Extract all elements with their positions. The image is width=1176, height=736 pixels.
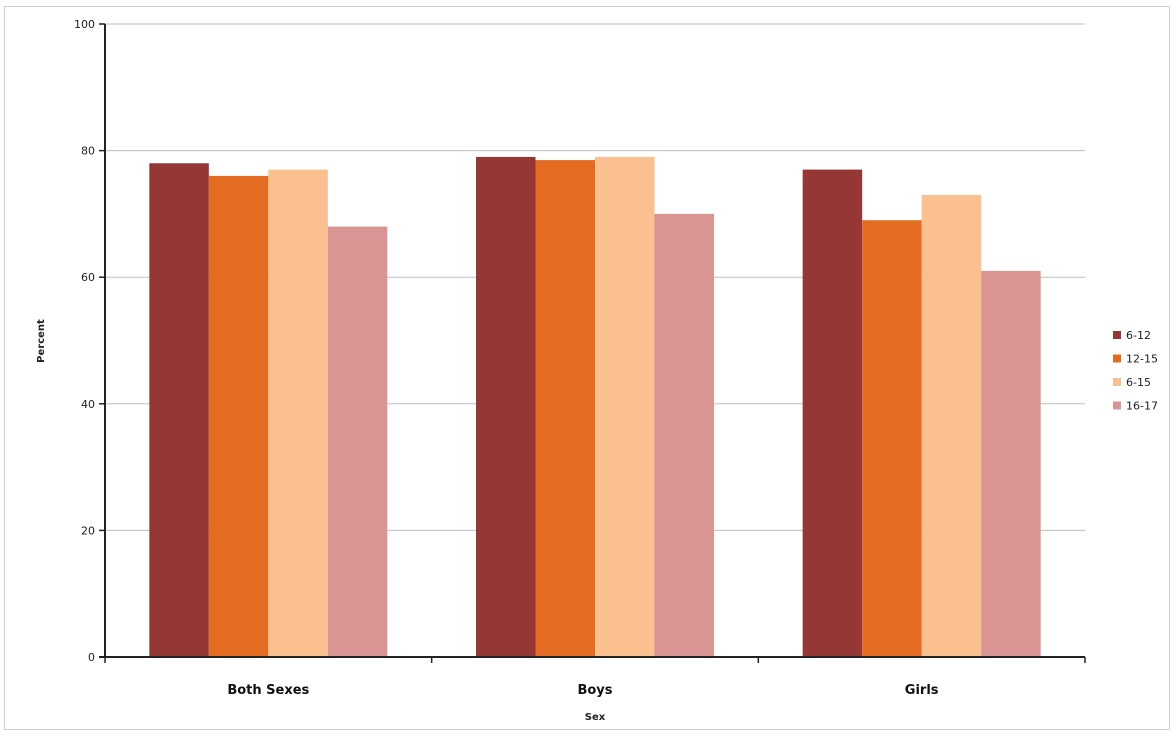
bar-6-12-girls bbox=[802, 169, 863, 657]
legend-label: 6-12 bbox=[1126, 329, 1151, 342]
bar-6-15-boys bbox=[595, 156, 655, 657]
bar-16-17-boys bbox=[654, 213, 714, 657]
legend-label: 16-17 bbox=[1126, 400, 1158, 413]
y-tick-label: 100 bbox=[74, 18, 95, 31]
legend: 6-12 12-15 6-15 16-17 bbox=[1113, 329, 1158, 413]
legend-swatch-16-17 bbox=[1113, 401, 1121, 410]
x-category-label: Both Sexes bbox=[227, 683, 309, 698]
y-axis-label: Percent bbox=[36, 319, 47, 363]
bars bbox=[149, 156, 1041, 658]
bar-6-12-boys bbox=[476, 156, 536, 657]
y-tick-label: 60 bbox=[81, 271, 95, 284]
bar-12-15-boys bbox=[535, 160, 595, 657]
x-category-label: Boys bbox=[577, 683, 612, 698]
x-axis-label: Sex bbox=[585, 712, 606, 723]
y-tick-label: 80 bbox=[81, 145, 95, 158]
x-category-labels: Both Sexes Boys Girls bbox=[227, 683, 938, 698]
bar-16-17-girls bbox=[981, 270, 1041, 657]
y-tick-label: 20 bbox=[81, 524, 95, 537]
bar-12-15-girls bbox=[862, 220, 922, 658]
y-tick-label: 0 bbox=[88, 651, 95, 664]
legend-label: 12-15 bbox=[1126, 353, 1158, 366]
legend-swatch-6-12 bbox=[1113, 331, 1121, 339]
y-tick-label: 40 bbox=[81, 398, 95, 411]
bar-6-15-girls bbox=[921, 194, 982, 657]
legend-swatch-6-15 bbox=[1113, 378, 1121, 386]
bar-6-15-both-sexes bbox=[268, 169, 328, 657]
bar-16-17-both-sexes bbox=[327, 226, 388, 657]
x-category-label: Girls bbox=[905, 683, 939, 698]
legend-label: 6-15 bbox=[1126, 376, 1151, 389]
axes bbox=[99, 23, 1086, 663]
bar-12-15-both-sexes bbox=[208, 175, 269, 658]
y-tick-labels: 0 20 40 60 80 100 bbox=[74, 18, 95, 664]
legend-swatch-12-15 bbox=[1113, 354, 1121, 363]
bar-6-12-both-sexes bbox=[149, 163, 209, 657]
